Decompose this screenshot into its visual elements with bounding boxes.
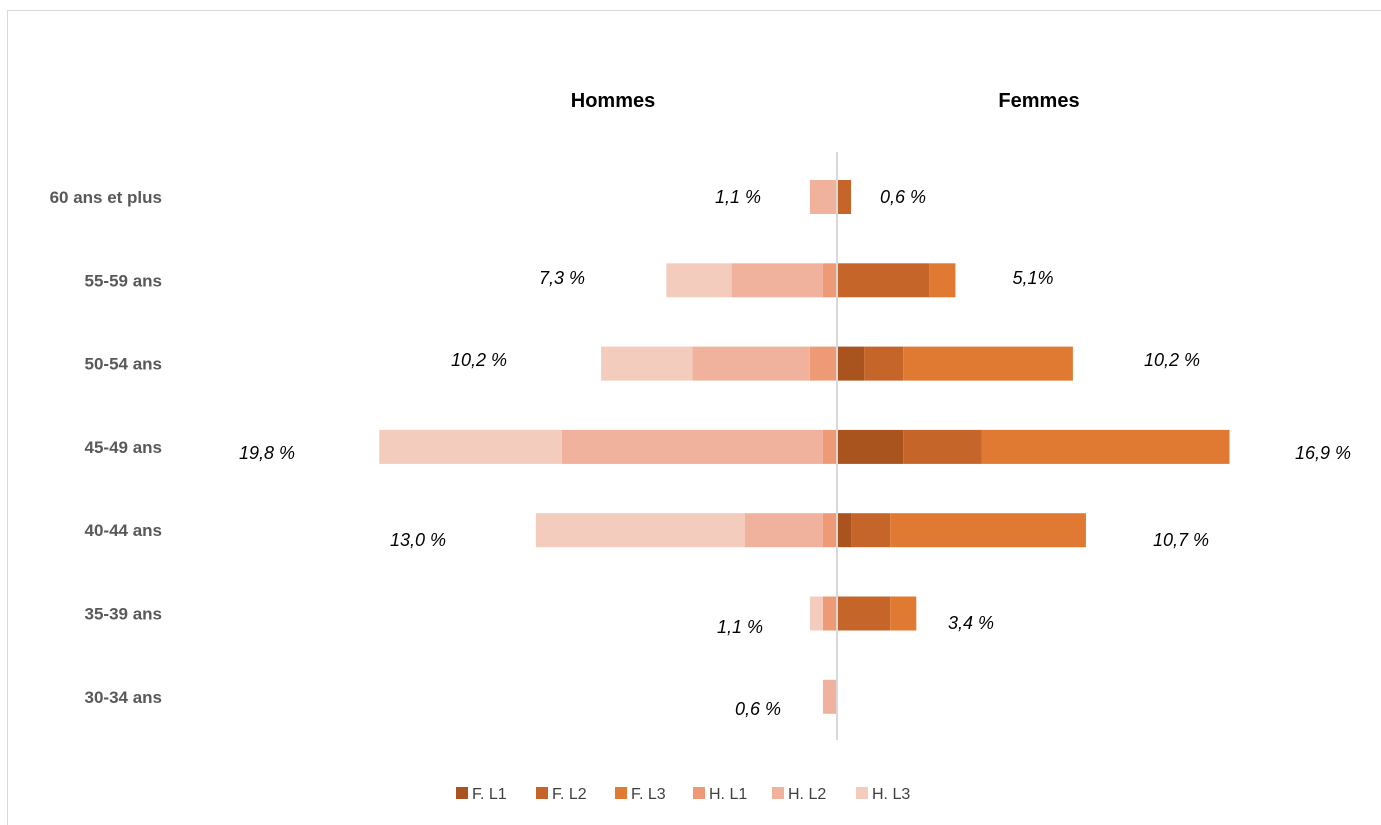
category-label: 40-44 ans [85, 521, 163, 540]
plot-area: 60 ans et plus 1,1 % 0,6 % 55-59 ans 7,3 % 5,… [50, 152, 1351, 740]
bar-segment [903, 346, 1073, 381]
bar-segment [731, 263, 823, 298]
data-label: 19,8 % [239, 443, 295, 463]
bar-segment [903, 429, 982, 464]
bar-segment [822, 679, 836, 714]
data-label: 16,9 % [1295, 443, 1351, 463]
data-label: 5,1% [1012, 268, 1053, 288]
bar-segment [809, 596, 823, 631]
legend-label: H. L1 [709, 786, 747, 803]
category-label: 45-49 ans [85, 438, 163, 457]
legend-swatch [693, 787, 705, 799]
legend-swatch [615, 787, 627, 799]
bar-segment [838, 596, 891, 631]
bar-segment [838, 513, 852, 548]
legend-label: H. L3 [872, 786, 910, 803]
data-label: 10,7 % [1153, 530, 1209, 550]
category-label: 35-39 ans [85, 605, 163, 624]
header-hommes: Hommes [571, 90, 655, 112]
bar-segment [744, 513, 823, 548]
category-label: 60 ans et plus [50, 188, 162, 207]
data-label: 7,3 % [539, 268, 585, 288]
bar-segment [851, 513, 891, 548]
bar-segment [822, 429, 836, 464]
bar-segment [838, 346, 865, 381]
legend-swatch [772, 787, 784, 799]
legend-swatch [536, 787, 548, 799]
bar-segment [822, 596, 836, 631]
data-label: 3,4 % [948, 613, 994, 633]
bar-segment [692, 346, 810, 381]
legend-label: F. L3 [631, 786, 666, 803]
bar-segment [890, 513, 1086, 548]
legend: F. L1 F. L2 F. L3 H. L1 H. L2 H. L3 [456, 786, 910, 803]
bar-segment [535, 513, 745, 548]
legend-label: H. L2 [788, 786, 826, 803]
data-label: 10,2 % [451, 350, 507, 370]
bar-segment [666, 263, 732, 298]
bar-segment [890, 596, 917, 631]
bar-segment [838, 263, 930, 298]
legend-label: F. L2 [552, 786, 587, 803]
legend-swatch [456, 787, 468, 799]
bar-segment [809, 180, 836, 214]
category-label: 30-34 ans [85, 688, 163, 707]
chart-border [7, 10, 1381, 825]
legend-label: F. L1 [472, 786, 507, 803]
bar-segment [561, 429, 823, 464]
category-label: 50-54 ans [85, 355, 163, 374]
bar-segment [822, 263, 836, 298]
bar-segment [601, 346, 693, 381]
category-label: 55-59 ans [85, 271, 163, 290]
data-label: 0,6 % [880, 187, 926, 207]
data-label: 10,2 % [1144, 350, 1200, 370]
bar-segment [822, 513, 836, 548]
bar-segment [981, 429, 1230, 464]
bar-segment [838, 429, 904, 464]
data-label: 13,0 % [390, 530, 446, 550]
data-label: 1,1 % [715, 187, 761, 207]
legend-swatch [856, 787, 868, 799]
data-label: 0,6 % [735, 699, 781, 719]
bar-segment [838, 180, 852, 214]
data-label: 1,1 % [717, 617, 763, 637]
bar-segment [809, 346, 836, 381]
bar-segment [379, 429, 562, 464]
header-femmes: Femmes [998, 90, 1079, 112]
bar-segment [864, 346, 904, 381]
bar-segment [929, 263, 956, 298]
